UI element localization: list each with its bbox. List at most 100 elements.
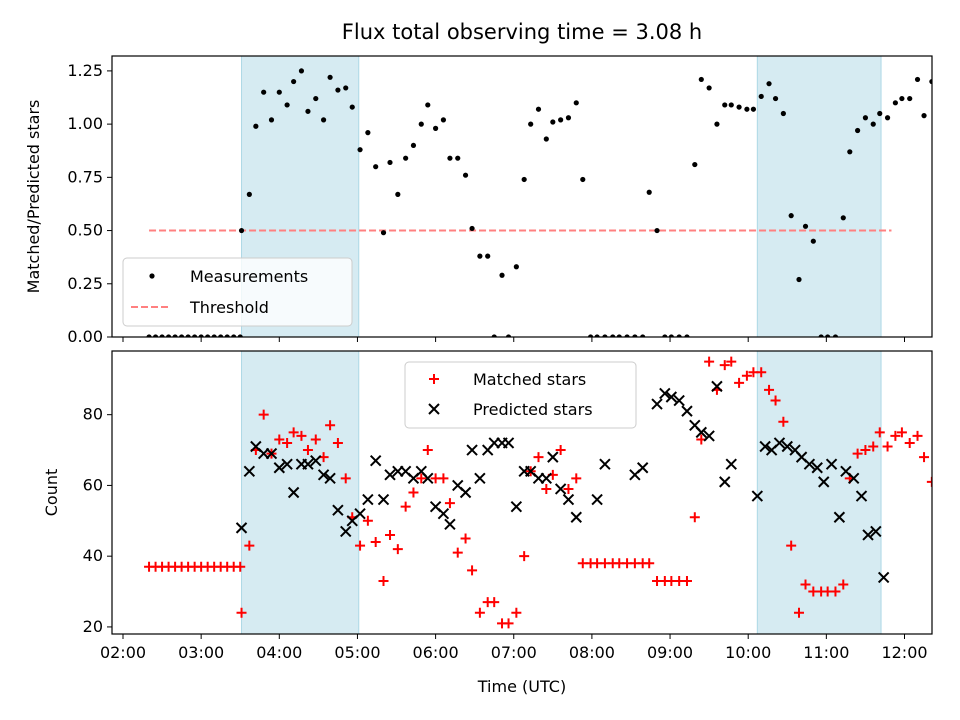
measurement-point bbox=[624, 334, 630, 337]
matched-star-point bbox=[860, 445, 871, 456]
measurement-point bbox=[825, 334, 831, 337]
measurement-point bbox=[268, 117, 275, 123]
measurement-point bbox=[632, 334, 638, 337]
measurement-point bbox=[616, 334, 622, 337]
measurement-point bbox=[146, 334, 152, 337]
matched-star-point bbox=[896, 427, 907, 438]
measurement-point bbox=[945, 160, 950, 165]
measurement-point bbox=[455, 155, 461, 161]
matched-star-point bbox=[838, 579, 849, 590]
matched-star-point bbox=[503, 618, 514, 629]
measurement-point bbox=[929, 78, 932, 85]
matched-star-point bbox=[689, 512, 700, 523]
measurement-point bbox=[477, 253, 483, 259]
measurement-point bbox=[722, 102, 728, 108]
observing-window-band bbox=[241, 351, 360, 634]
observing-window-band bbox=[756, 56, 882, 337]
measurement-point bbox=[840, 215, 846, 221]
matched-star-point bbox=[340, 473, 351, 484]
matched-star-point bbox=[332, 437, 343, 448]
matched-star-point bbox=[719, 360, 730, 371]
predicted-star-point bbox=[444, 518, 456, 531]
matched-star-point bbox=[467, 565, 478, 576]
matched-star-point bbox=[296, 430, 307, 441]
matched-star-point bbox=[912, 430, 923, 441]
measurement-point bbox=[907, 95, 913, 102]
x-axis-label: Time (UTC) bbox=[477, 677, 566, 696]
measurement-point bbox=[320, 117, 327, 123]
predicted-star-point bbox=[803, 458, 816, 470]
matched-star-point bbox=[392, 544, 403, 555]
measurement-point bbox=[788, 213, 794, 219]
predicted-star-point bbox=[243, 465, 256, 477]
measurement-point bbox=[447, 155, 453, 161]
measurement-point bbox=[380, 230, 387, 236]
measurement-point bbox=[602, 334, 608, 337]
measurement-point bbox=[594, 334, 600, 337]
matched-star-point bbox=[786, 540, 797, 551]
predicted-star-point bbox=[695, 426, 708, 439]
measurement-point bbox=[684, 334, 690, 337]
matched-star-point bbox=[370, 537, 381, 548]
matched-star-point bbox=[519, 551, 530, 562]
matched-star-point bbox=[800, 579, 811, 590]
matched-star-point bbox=[282, 437, 293, 448]
predicted-star-point bbox=[281, 458, 293, 470]
matched-star-point bbox=[408, 487, 419, 498]
matched-star-point bbox=[919, 452, 930, 463]
predicted-star-point bbox=[636, 462, 649, 474]
matched-star-point bbox=[756, 367, 767, 378]
matched-star-point bbox=[734, 377, 745, 388]
matched-star-point bbox=[555, 445, 566, 456]
matched-star-point bbox=[400, 501, 411, 512]
predicted-star-point bbox=[510, 500, 523, 513]
measurement-point bbox=[165, 334, 172, 337]
predicted-star-point bbox=[540, 472, 553, 485]
measurement-point bbox=[884, 115, 891, 121]
measurement-point bbox=[205, 334, 211, 337]
measurement-point bbox=[610, 334, 616, 337]
measurement-point bbox=[587, 334, 594, 337]
matched-star-point bbox=[704, 356, 715, 367]
measurement-point bbox=[892, 100, 898, 106]
measurement-point bbox=[654, 227, 660, 234]
legend: Measurements Threshold bbox=[122, 257, 353, 327]
measurement-point bbox=[706, 85, 712, 91]
predicted-star-point bbox=[502, 437, 515, 449]
y-tick-label: 80 bbox=[83, 405, 103, 424]
measurement-point bbox=[640, 334, 646, 337]
measurement-point bbox=[224, 334, 230, 337]
matched-star-point bbox=[258, 409, 269, 420]
measurement-point bbox=[231, 334, 237, 337]
measurement-point bbox=[246, 191, 252, 197]
measurement-point bbox=[198, 334, 204, 337]
measurement-point bbox=[550, 119, 556, 125]
predicted-star-point bbox=[340, 525, 352, 538]
matched-star-point bbox=[302, 445, 313, 456]
matched-star-point bbox=[385, 529, 396, 540]
legend: Matched stars Predicted stars bbox=[404, 361, 637, 429]
matched-star-point bbox=[422, 445, 433, 456]
predicted-star-point bbox=[825, 458, 838, 470]
predicted-star-point bbox=[369, 454, 382, 467]
predicted-star-point bbox=[877, 571, 890, 584]
measurement-point bbox=[662, 334, 668, 337]
x-tick-label: 02:00 bbox=[100, 643, 146, 662]
matched-star-point bbox=[416, 473, 427, 484]
measurement-point bbox=[238, 227, 245, 234]
predicted-star-point bbox=[665, 391, 678, 403]
y-axis-label: Matched/Predicted stars bbox=[24, 100, 43, 294]
measurement-point bbox=[646, 189, 652, 195]
legend-marker-predicted bbox=[428, 403, 440, 415]
matched-star-point bbox=[541, 483, 552, 494]
x-tick-label: 05:00 bbox=[334, 643, 380, 662]
matched-star-point bbox=[935, 466, 945, 476]
predicted-star-point bbox=[773, 437, 786, 449]
measurement-point bbox=[780, 110, 786, 117]
matched-star-point bbox=[793, 607, 804, 618]
x-tick-label: 06:00 bbox=[413, 643, 459, 662]
predicted-star-point bbox=[855, 490, 868, 502]
y-tick-label: 40 bbox=[83, 546, 103, 565]
measurement-point bbox=[558, 117, 564, 123]
measurement-point bbox=[772, 95, 779, 102]
